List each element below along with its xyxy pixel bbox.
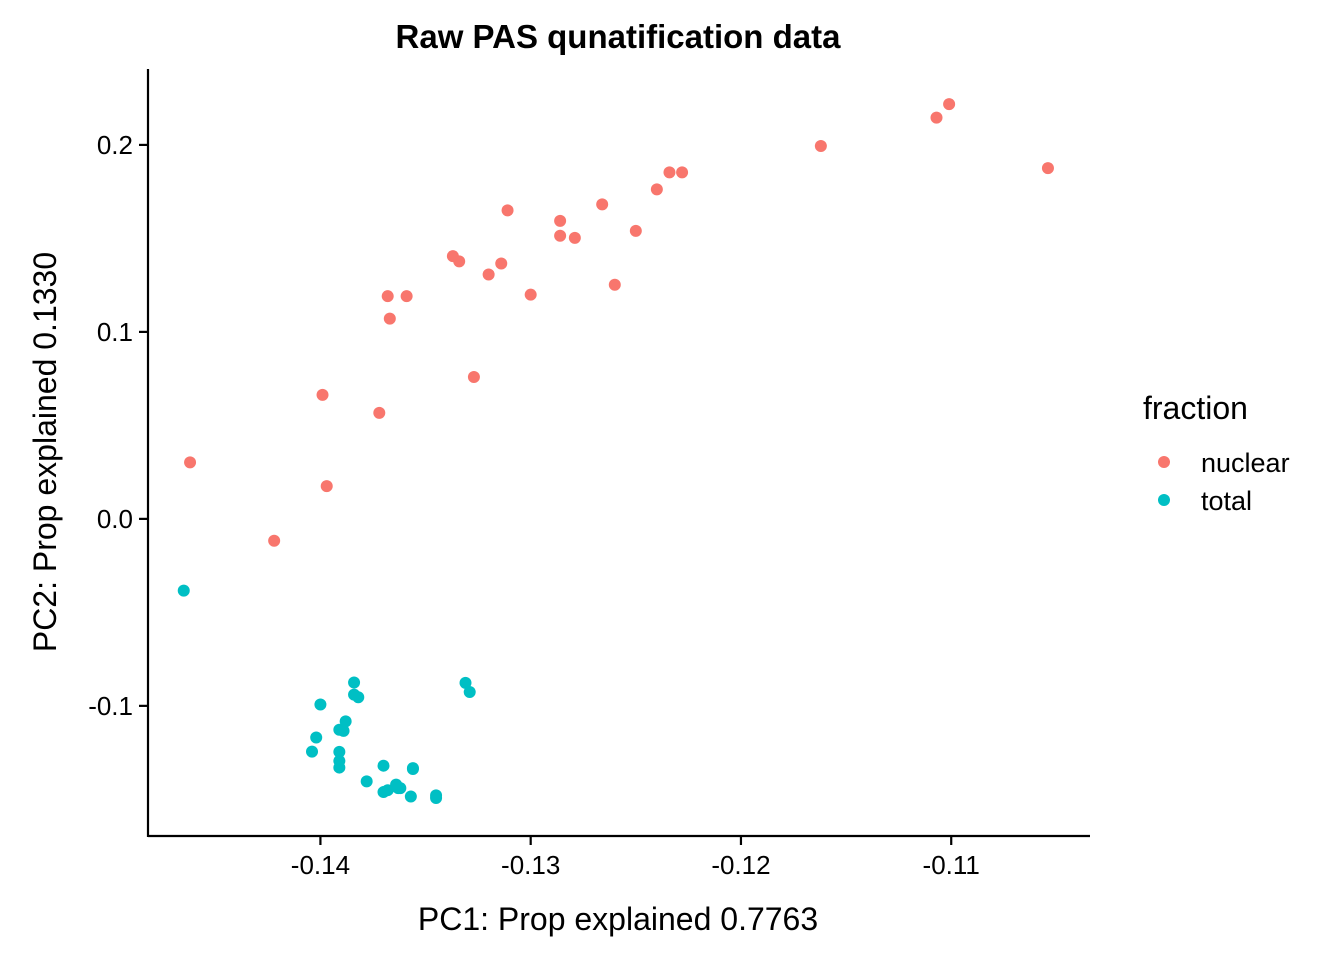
- point-total: [352, 691, 365, 704]
- point-nuclear: [554, 214, 567, 227]
- y-tick-label: -0.1: [88, 691, 133, 721]
- point-total: [339, 715, 352, 728]
- point-nuclear: [482, 268, 495, 281]
- point-total: [406, 763, 419, 776]
- point-nuclear: [943, 98, 956, 111]
- point-total: [404, 790, 417, 803]
- point-total: [306, 745, 319, 758]
- point-total: [430, 792, 443, 805]
- point-nuclear: [554, 229, 567, 242]
- point-nuclear: [568, 231, 581, 244]
- point-nuclear: [1041, 162, 1054, 175]
- points-layer: [177, 98, 1054, 805]
- point-nuclear: [268, 534, 281, 547]
- point-total: [394, 782, 407, 795]
- point-nuclear: [383, 312, 396, 325]
- x-tick-label: -0.11: [923, 850, 980, 880]
- point-nuclear: [608, 278, 621, 291]
- point-total: [337, 724, 350, 737]
- point-total: [463, 686, 476, 699]
- point-nuclear: [373, 406, 386, 419]
- point-nuclear: [663, 166, 676, 179]
- y-ticks: -0.1 0.0 0.1 0.2: [88, 130, 148, 721]
- point-nuclear: [400, 290, 413, 303]
- point-nuclear: [501, 204, 514, 217]
- legend-key-nuclear: [1158, 456, 1170, 468]
- point-total: [333, 761, 346, 774]
- point-nuclear: [184, 456, 197, 469]
- point-nuclear: [453, 255, 466, 268]
- point-nuclear: [524, 288, 537, 301]
- x-tick-label: -0.14: [291, 850, 350, 880]
- point-nuclear: [381, 290, 394, 303]
- point-nuclear: [814, 140, 827, 153]
- y-tick-label: 0.2: [97, 130, 133, 160]
- point-nuclear: [676, 166, 689, 179]
- chart-title: Raw PAS qunatification data: [396, 18, 842, 55]
- legend-key-total: [1158, 494, 1170, 506]
- x-tick-label: -0.13: [501, 850, 560, 880]
- point-total: [310, 731, 323, 744]
- point-nuclear: [596, 198, 609, 211]
- point-nuclear: [467, 370, 480, 383]
- point-total: [348, 676, 361, 689]
- point-total: [360, 775, 373, 788]
- legend-items: nuclear total: [1158, 448, 1290, 516]
- point-total: [381, 784, 394, 797]
- y-axis-label: PC2: Prop explained 0.1330: [27, 252, 63, 652]
- x-tick-label: -0.12: [711, 850, 770, 880]
- point-nuclear: [320, 480, 333, 493]
- x-axis-label: PC1: Prop explained 0.7763: [418, 901, 818, 937]
- series-nuclear: [184, 98, 1054, 547]
- legend: fraction nuclear total: [1143, 390, 1290, 516]
- y-tick-label: 0.0: [97, 504, 133, 534]
- point-nuclear: [650, 183, 663, 196]
- legend-label-total: total: [1201, 486, 1252, 516]
- point-nuclear: [930, 111, 943, 124]
- legend-title: fraction: [1143, 390, 1248, 426]
- point-total: [459, 676, 472, 689]
- point-total: [377, 759, 390, 772]
- point-nuclear: [629, 224, 642, 237]
- legend-label-nuclear: nuclear: [1201, 448, 1290, 478]
- point-nuclear: [495, 257, 508, 270]
- y-tick-label: 0.1: [97, 317, 133, 347]
- point-total: [314, 698, 327, 711]
- point-nuclear: [316, 388, 329, 401]
- series-total: [177, 584, 476, 805]
- point-total: [333, 745, 346, 758]
- x-ticks: -0.14 -0.13 -0.12 -0.11: [291, 836, 980, 880]
- point-total: [177, 584, 190, 597]
